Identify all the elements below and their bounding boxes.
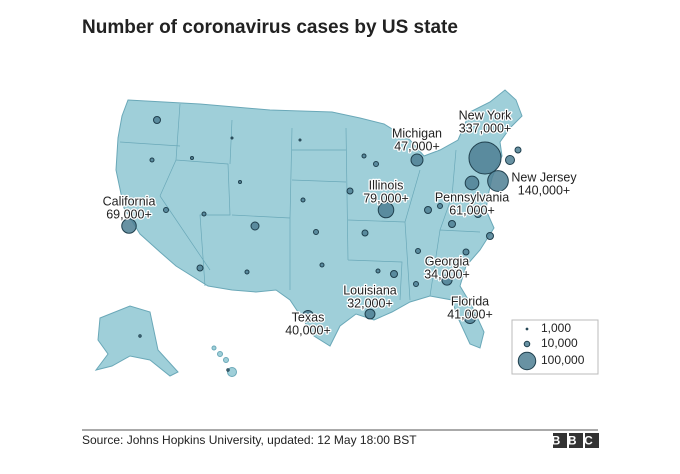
legend-bubble xyxy=(523,340,531,348)
state-bubble xyxy=(121,218,137,234)
state-bubble xyxy=(463,311,477,325)
logo-text: BBC xyxy=(552,434,601,448)
state-bubble xyxy=(464,175,480,191)
state-value: 34,000+ xyxy=(424,267,470,281)
us-map xyxy=(94,89,523,377)
state-bubble xyxy=(377,201,395,219)
bbc-logo: BBC xyxy=(552,433,601,448)
alaska xyxy=(94,305,179,377)
state-name: Illinois xyxy=(369,178,404,192)
title: Number of coronavirus cases by US state xyxy=(82,17,458,38)
legend-bubble xyxy=(525,327,529,331)
state-value: 47,000+ xyxy=(394,139,440,153)
state-value: 41,000+ xyxy=(447,307,493,321)
state-name: New York xyxy=(459,108,513,122)
state-name: Michigan xyxy=(392,126,442,140)
legend-bubble xyxy=(517,351,537,371)
state-name: Florida xyxy=(451,294,489,308)
legend-label: 1,000 xyxy=(541,321,571,335)
legend-label: 100,000 xyxy=(541,353,585,367)
source: Source: Johns Hopkins University, update… xyxy=(82,433,417,447)
state-bubble xyxy=(364,308,376,320)
state-name: California xyxy=(103,194,156,208)
state-lines xyxy=(119,103,486,301)
state-name: Georgia xyxy=(425,254,470,268)
state-bubble xyxy=(301,309,315,323)
state-name: Louisiana xyxy=(343,283,397,297)
state-value: 40,000+ xyxy=(285,323,331,337)
legend-label: 10,000 xyxy=(541,336,578,350)
state-name: New Jersey xyxy=(511,170,577,184)
state-bubble xyxy=(441,274,453,286)
state-value: 61,000+ xyxy=(449,203,495,217)
hawaii xyxy=(211,345,237,377)
state-bubble xyxy=(487,170,509,192)
state-value: 32,000+ xyxy=(347,296,393,310)
state-bubbles-unlabelled xyxy=(138,116,522,372)
lower-48 xyxy=(115,89,523,349)
state-value: 69,000+ xyxy=(106,207,152,221)
state-value: 337,000+ xyxy=(459,121,511,135)
state-name: Texas xyxy=(292,310,325,324)
state-value: 79,000+ xyxy=(363,191,409,205)
state-bubble xyxy=(468,141,502,175)
state-bubble xyxy=(410,153,424,167)
state-name: Pennsylvania xyxy=(435,190,509,204)
state-value: 140,000+ xyxy=(518,183,570,197)
